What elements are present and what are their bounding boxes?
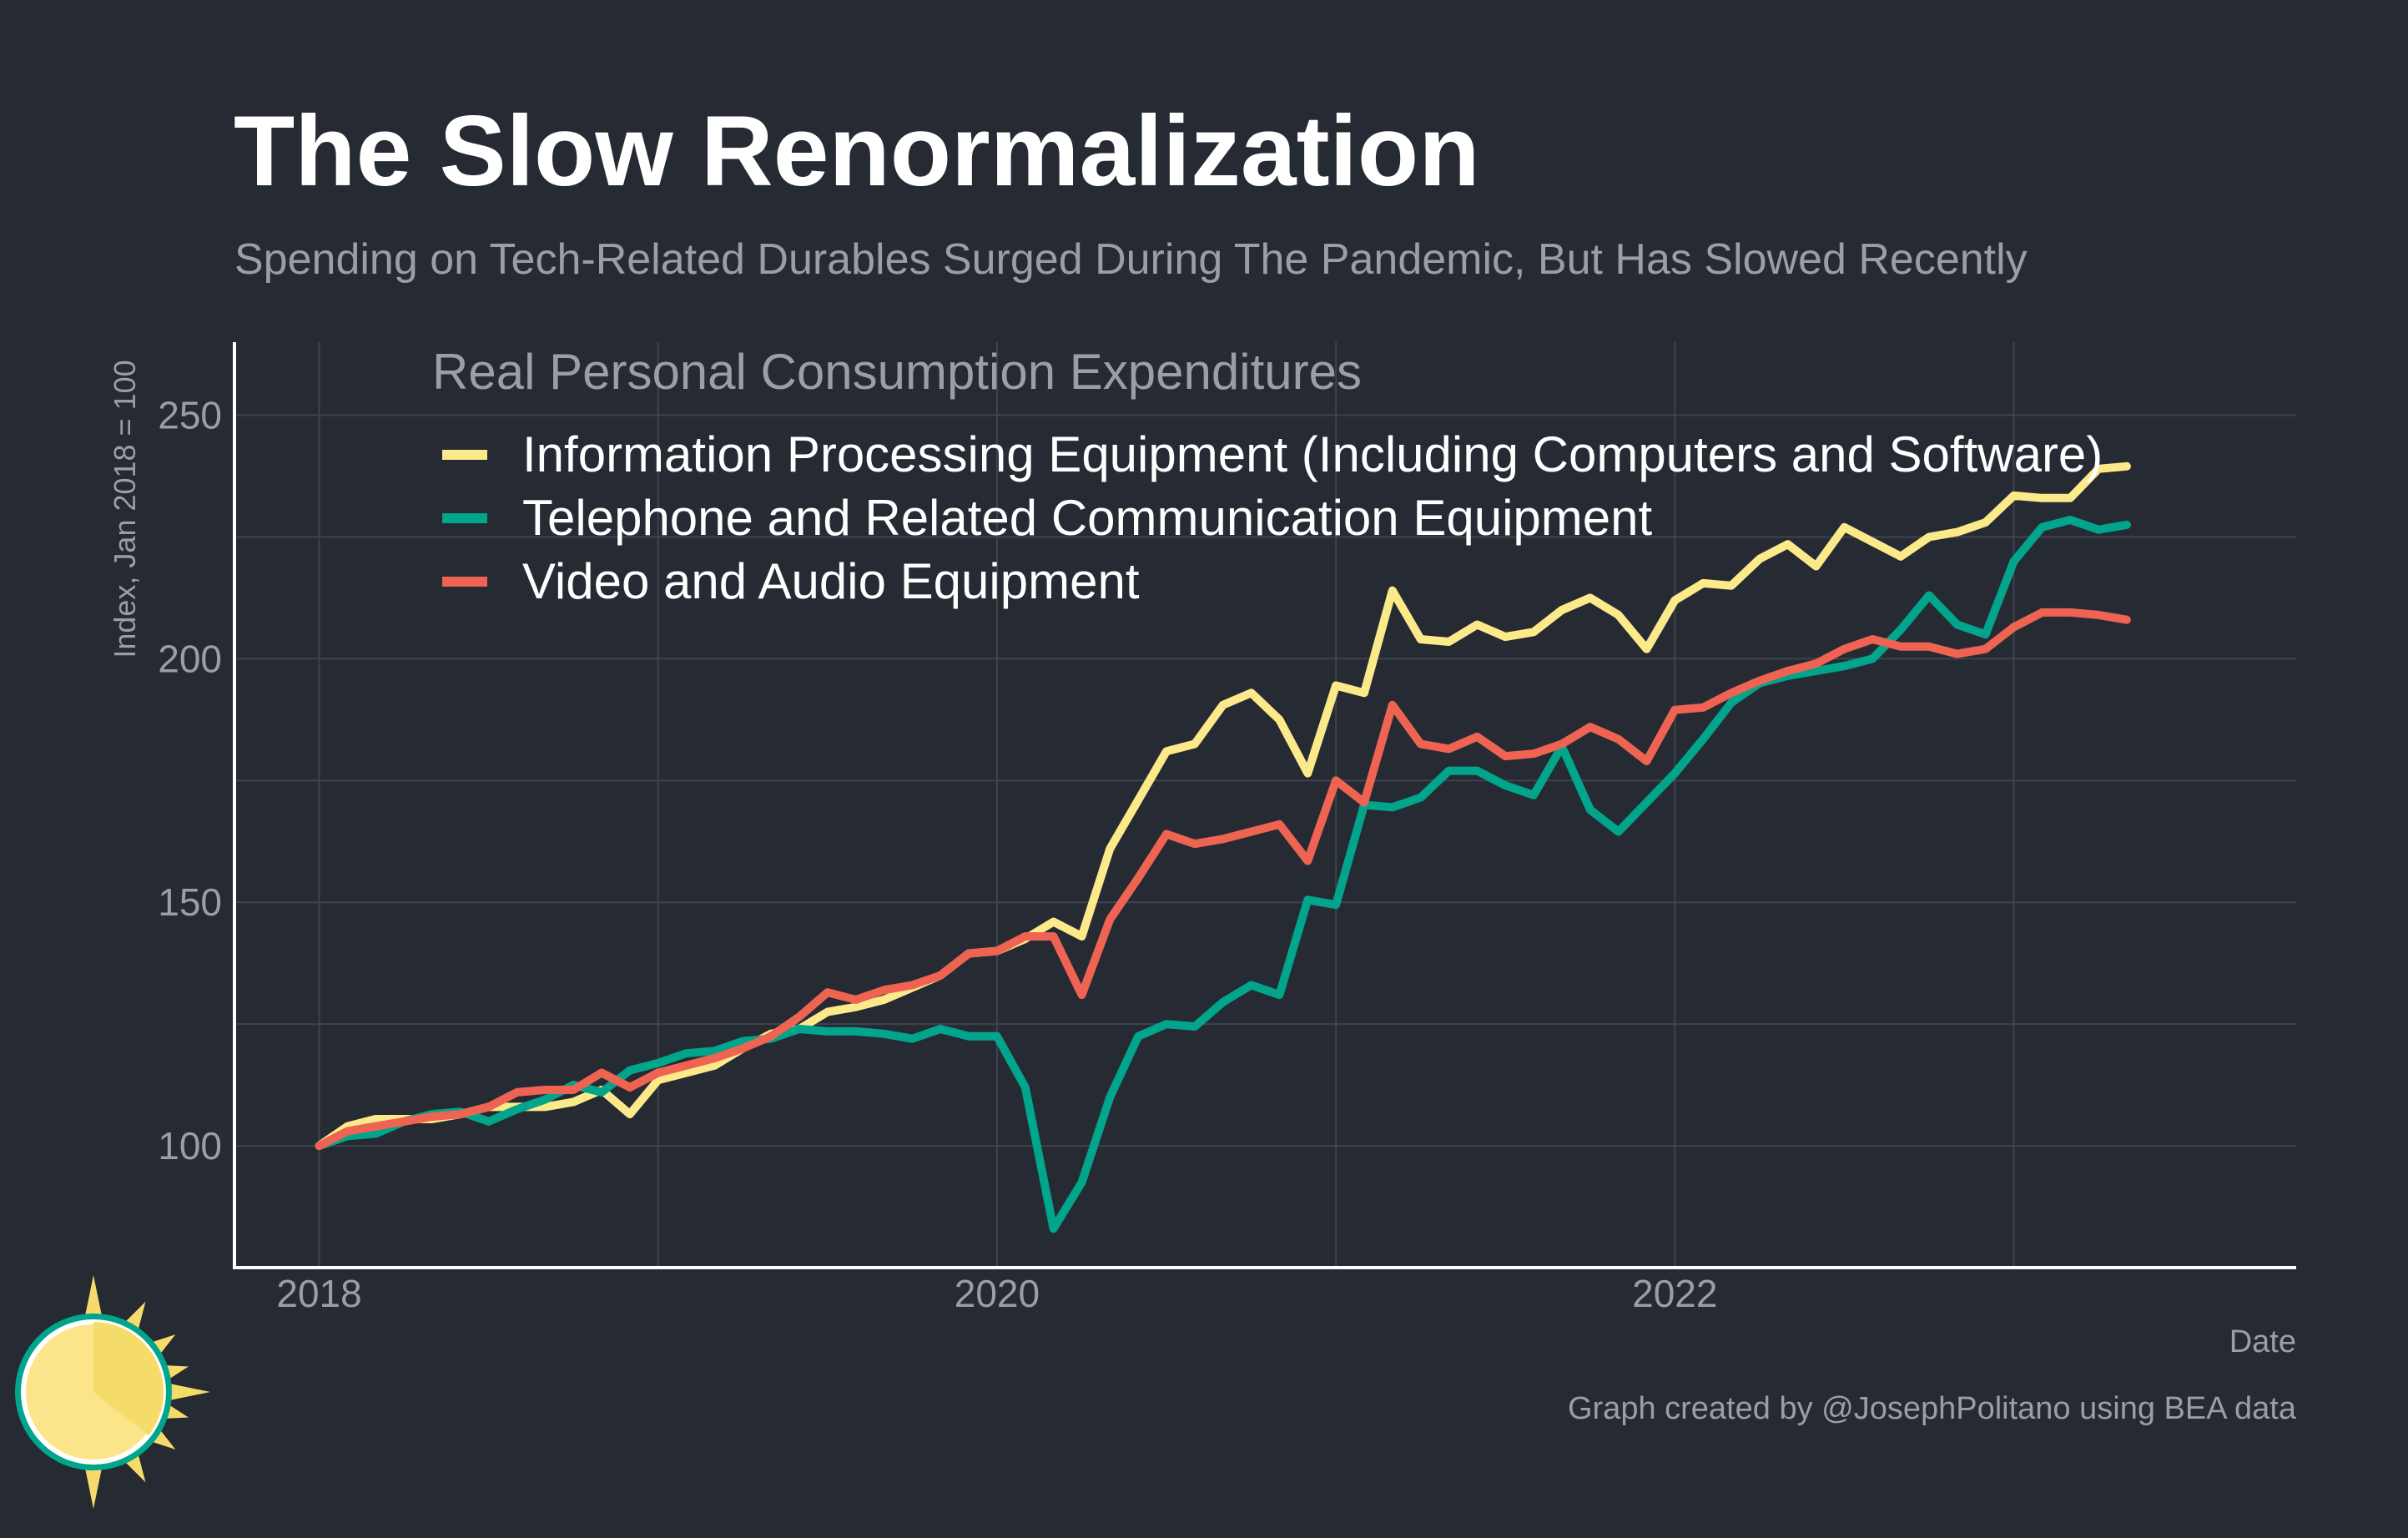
sun-ray [159, 1381, 210, 1403]
x-axis-label: Date [2229, 1324, 2296, 1359]
source-caption: Graph created by @JosephPolitano using B… [1568, 1391, 2297, 1426]
x-tick-label: 2018 [276, 1272, 361, 1315]
y-tick-label: 150 [158, 880, 222, 924]
series-line-3 [315, 608, 2131, 1151]
chart-subtitle: Spending on Tech-Related Durables Surged… [234, 235, 2028, 284]
y-tick-label: 250 [158, 394, 222, 437]
x-tick-label: 2022 [1632, 1272, 1717, 1315]
y-tick-label: 100 [158, 1124, 222, 1167]
series-line-2 [315, 516, 2131, 1233]
series-lines [315, 461, 2131, 1233]
y-tick-label: 200 [158, 637, 222, 680]
sun-ray [83, 1275, 104, 1326]
chart-title: The Slow Renormalization [234, 95, 1480, 207]
legend: Real Personal Consumption Expenditures I… [432, 344, 2103, 609]
legend-label: Telephone and Related Communication Equi… [522, 490, 1653, 546]
x-tick-label: 2020 [955, 1272, 1040, 1315]
grid-lines [234, 342, 2296, 1268]
sun-ray [83, 1458, 104, 1509]
axes [233, 342, 2296, 1269]
legend-title: Real Personal Consumption Expenditures [432, 344, 1362, 400]
series-line-1 [315, 461, 2131, 1151]
legend-label: Video and Audio Equipment [522, 553, 1140, 609]
y-axis-label: Index, Jan 2018 = 100 [108, 360, 142, 658]
tick-labels: 100 150 200 250 2018 2020 2022 [158, 394, 1717, 1315]
legend-label: Information Processing Equipment (Includ… [522, 426, 2103, 482]
sun-logo-icon [15, 1275, 210, 1509]
